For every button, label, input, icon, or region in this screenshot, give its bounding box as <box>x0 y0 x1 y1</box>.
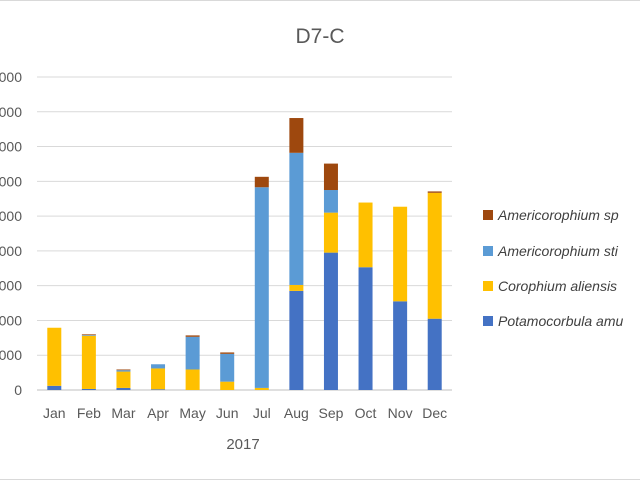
bar-segment <box>289 284 304 291</box>
bar-segment <box>81 335 96 336</box>
y-tick-label: 000 <box>0 243 22 259</box>
x-tick-label: Apr <box>147 405 169 421</box>
bar-segment <box>289 290 304 390</box>
x-tick-label: Jun <box>216 405 239 421</box>
x-tick-label: Nov <box>388 405 413 421</box>
bar-segment <box>323 252 338 390</box>
x-tick-label: Sep <box>318 405 343 421</box>
bar-segment <box>116 371 131 388</box>
legend-label: Americorophium sp <box>497 207 619 223</box>
y-tick-label: 000 <box>0 104 22 120</box>
y-tick-label: 000 <box>0 347 22 363</box>
legend-swatch <box>483 281 493 291</box>
x-tick-label: Mar <box>111 405 135 421</box>
x-tick-label: Dec <box>422 405 447 421</box>
bar-segment <box>47 385 62 390</box>
legend-label: Americorophium sti <box>497 243 619 259</box>
y-tick-label: 000 <box>0 208 22 224</box>
y-tick-label: 000 <box>0 278 22 294</box>
x-tick-label: Oct <box>355 405 377 421</box>
bar-segment <box>254 387 269 390</box>
gridlines <box>37 76 452 391</box>
x-tick-label: May <box>179 405 205 421</box>
bar-segment <box>151 368 166 390</box>
bar-segment <box>185 336 200 370</box>
legend-swatch <box>483 210 493 220</box>
x-axis-title: 2017 <box>226 436 259 453</box>
bar-segment <box>185 335 200 337</box>
bar-segment <box>358 267 373 390</box>
bar-segment <box>427 192 442 319</box>
legend-label: Corophium aliensis <box>498 278 617 294</box>
bars <box>47 118 442 390</box>
bar-segment <box>220 353 235 382</box>
bar-segment <box>116 370 131 372</box>
y-tick-label: 0 <box>14 382 22 398</box>
bar-segment <box>151 389 166 390</box>
bar-segment <box>289 118 304 153</box>
bar-segment <box>151 364 166 369</box>
bar-segment <box>323 190 338 213</box>
bar-segment <box>81 388 96 390</box>
x-tick-label: Feb <box>77 405 101 421</box>
y-tick-label: 000 <box>0 173 22 189</box>
bar-segment <box>220 381 235 390</box>
bar-segment <box>427 191 442 193</box>
bar-segment <box>81 334 96 336</box>
x-tick-label: Jul <box>253 405 271 421</box>
x-tick-label: Jan <box>43 405 66 421</box>
bar-segment <box>81 335 96 389</box>
legend-swatch <box>483 316 493 326</box>
bar-segment <box>289 152 304 285</box>
bar-segment <box>323 212 338 253</box>
bar-segment <box>393 301 408 390</box>
bar-segment <box>47 327 62 386</box>
bar-segment <box>254 176 269 188</box>
legend-label: Potamocorbula amu <box>498 313 624 329</box>
bar-segment <box>220 352 235 354</box>
bar-segment <box>323 163 338 191</box>
x-tick-label: Aug <box>284 405 309 421</box>
y-tick-label: 000 <box>0 139 22 155</box>
bar-segment <box>393 206 408 302</box>
legend-swatch <box>483 246 493 256</box>
legend: Americorophium sp Americorophium sti Corop… <box>483 207 624 329</box>
bar-segment <box>358 202 373 268</box>
x-axis-tick-labels: Jan Feb Mar Apr May Jun Jul Aug Sep Oct Nov Dec <box>43 405 447 421</box>
bar-segment <box>427 318 442 390</box>
bar-segment <box>116 369 131 371</box>
chart-title: D7-C <box>295 25 344 48</box>
y-tick-label: 000 <box>0 312 22 328</box>
bar-segment <box>254 187 269 388</box>
bar-segment <box>185 369 200 390</box>
bar-segment <box>116 387 131 390</box>
y-tick-label: 000 <box>0 69 22 85</box>
